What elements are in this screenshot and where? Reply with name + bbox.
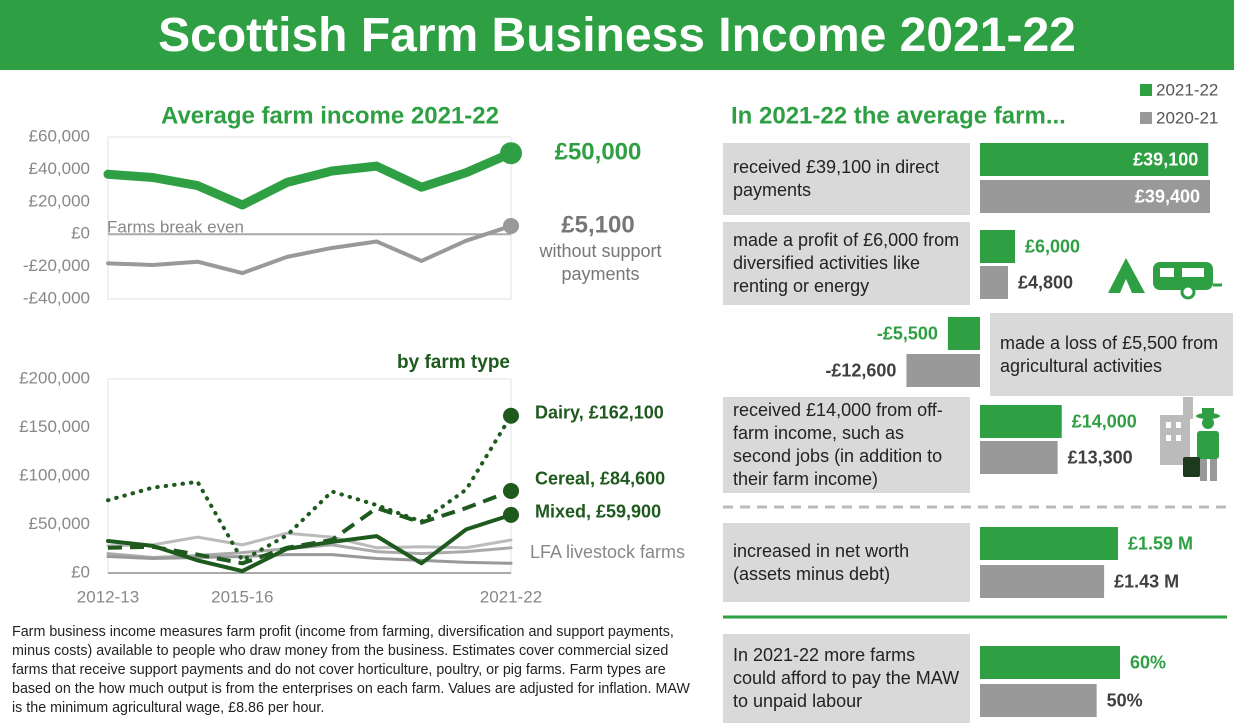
value-label: £14,000	[1072, 411, 1137, 431]
category-box: received £14,000 from off-farm income, s…	[723, 397, 970, 493]
category-box: increased in net worth (assets minus deb…	[723, 523, 970, 602]
legend-swatch	[1140, 112, 1152, 124]
end-marker	[503, 217, 519, 234]
bar	[980, 266, 1009, 299]
chart-title: In 2021-22 the average farm...	[731, 102, 1066, 129]
value-label: Mixed, £59,900	[535, 502, 661, 522]
category-box: made a loss of £5,500 from agricultural …	[990, 313, 1233, 396]
chart-title: Average farm income 2021-22	[161, 102, 499, 129]
caravan-icon	[1153, 262, 1222, 300]
value-label: £1.43 M	[1114, 571, 1179, 591]
y-tick-label: £100,000	[19, 465, 90, 484]
worker-icon	[1160, 397, 1220, 481]
bar	[906, 354, 980, 387]
y-tick-label: £150,000	[19, 417, 90, 436]
bar	[980, 565, 1105, 598]
value-label: £1.59 M	[1128, 533, 1193, 553]
line	[106, 413, 513, 563]
value-label: Dairy, £162,100	[535, 403, 664, 423]
annotation: Farms break even	[107, 217, 244, 236]
bar	[947, 317, 980, 350]
bar	[980, 646, 1120, 679]
y-tick-label: £0	[71, 562, 90, 581]
category-box: In 2021-22 more farms could afford to pa…	[723, 634, 970, 723]
end-marker	[503, 506, 519, 523]
value-label: £4,800	[1018, 272, 1073, 292]
y-tick-label: £50,000	[29, 514, 90, 533]
chart-title: by farm type	[397, 352, 510, 373]
y-tick-label: -£40,000	[23, 288, 90, 307]
line	[106, 223, 513, 276]
value-label: £39,400	[1135, 186, 1200, 206]
legend-label: 2020-21	[1156, 108, 1218, 127]
category-box: received £39,100 in direct payments	[723, 143, 970, 215]
value-label: £13,300	[1068, 447, 1133, 467]
x-tick-label: 2012-13	[77, 587, 139, 606]
bar	[980, 684, 1097, 717]
bar	[980, 441, 1058, 474]
x-tick-label: 2021-22	[480, 587, 542, 606]
value-label: 60%	[1130, 652, 1166, 672]
tent-icon	[1108, 258, 1145, 293]
bar	[980, 180, 1210, 213]
end-marker	[503, 407, 519, 424]
y-tick-label: £0	[71, 224, 90, 243]
x-tick-label: 2015-16	[211, 587, 273, 606]
bar	[980, 527, 1118, 560]
end-marker	[503, 482, 519, 499]
y-tick-label: -£20,000	[23, 256, 90, 275]
value-label: -£12,600	[825, 360, 896, 380]
legend-swatch	[1140, 84, 1152, 96]
bar	[980, 230, 1016, 263]
bar	[980, 143, 1209, 176]
line	[106, 553, 513, 565]
value-label: -£5,500	[877, 323, 938, 343]
page-title: Scottish Farm Business Income 2021-22	[0, 0, 1234, 70]
value-label: 50%	[1107, 690, 1143, 710]
legend-label: 2021-22	[1156, 80, 1218, 99]
value-label: £50,000	[555, 139, 642, 166]
end-marker	[500, 142, 522, 165]
value-label: Cereal, £84,600	[535, 469, 665, 489]
value-label: £5,100	[561, 211, 634, 238]
line	[103, 148, 516, 210]
bar	[980, 405, 1062, 438]
y-tick-label: £40,000	[29, 159, 90, 178]
value-label: £6,000	[1025, 236, 1080, 256]
footnote: Farm business income measures farm profi…	[12, 624, 690, 716]
y-tick-label: £60,000	[29, 126, 90, 145]
annotation: LFA livestock farms	[530, 542, 685, 562]
annotation: without support payments	[539, 241, 662, 284]
y-tick-label: £200,000	[19, 368, 90, 387]
line	[106, 512, 513, 574]
y-tick-label: £20,000	[29, 191, 90, 210]
value-label: £39,100	[1133, 149, 1198, 169]
category-box: made a profit of £6,000 from diversified…	[723, 222, 970, 305]
